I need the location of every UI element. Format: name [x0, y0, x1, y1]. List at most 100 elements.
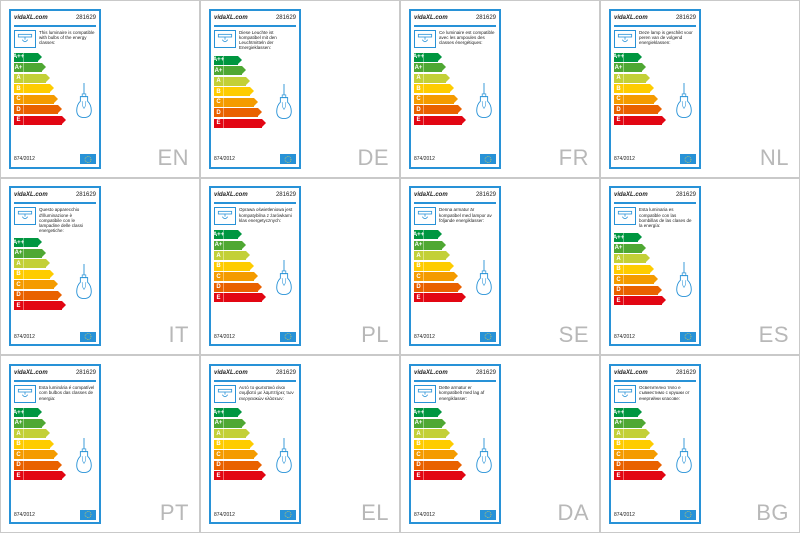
energy-bar: A	[414, 251, 470, 260]
bulb-zone	[272, 408, 296, 508]
brand-text: vidaXL.com	[14, 15, 48, 21]
energy-bar: E	[14, 116, 70, 125]
grid-cell: vidaXL.com 281629 Esta luminária é compatí…	[0, 355, 200, 533]
eu-flag-icon	[80, 510, 96, 520]
bulb-icon	[273, 260, 295, 300]
energy-bar: D	[414, 461, 470, 470]
energy-label-card: vidaXL.com281629Αυτό το φωτιστικό είναι …	[209, 364, 301, 524]
energy-bar: A++	[414, 230, 470, 239]
energy-bar: A+	[614, 244, 670, 253]
energy-bar: D	[14, 105, 70, 114]
energy-bar: B	[214, 262, 270, 271]
grid-cell: vidaXL.com281629Deze lamp is geschikt vo…	[600, 0, 800, 178]
energy-bar: E	[614, 471, 670, 480]
footer-row: 874/2012	[211, 508, 299, 522]
eu-flag-icon	[80, 332, 96, 342]
energy-bar: A++	[214, 230, 270, 239]
energy-bar: E	[614, 116, 670, 125]
compat-text: Ce luminaire est compatible avec les amp…	[439, 30, 496, 46]
eu-flag-icon	[280, 510, 296, 520]
brand-row: vidaXL.com281629	[211, 188, 299, 200]
brand-row: vidaXL.com 281629	[11, 366, 99, 378]
footer-row: 874/2012	[611, 153, 699, 167]
lamp-icon	[17, 388, 33, 400]
language-code: PL	[361, 322, 389, 348]
energy-bar: C	[614, 275, 670, 284]
product-number: 281629	[76, 370, 96, 376]
info-row: Dette armatur er kompatibelt med lag af …	[411, 382, 499, 406]
energy-bar: C	[414, 450, 470, 459]
lamp-icon-box	[614, 207, 636, 225]
energy-bar: E	[214, 471, 270, 480]
energy-label-card: vidaXL.com281629Oprawa oświetleniowa jes…	[209, 186, 301, 346]
energy-zone: A++A+ABCDE	[211, 54, 299, 153]
energy-bar: E	[214, 293, 270, 302]
eu-flag-icon	[680, 154, 696, 164]
energy-label-card: vidaXL.com281629Denna armatur är kompati…	[409, 186, 501, 346]
brand-text: vidaXL.com	[214, 15, 248, 21]
energy-bar: A+	[614, 63, 670, 72]
energy-label-card: vidaXL.com281629Deze lamp is geschikt vo…	[609, 9, 701, 169]
energy-zone: A++A+ABCDE	[11, 236, 99, 330]
compat-text: Esta luminária é compatível com bulbos d…	[39, 385, 96, 401]
compat-text: Deze lamp is geschikt voor peren van de …	[639, 30, 696, 46]
brand-text: vidaXL.com	[214, 370, 248, 376]
footer-row: 874/2012	[11, 330, 99, 344]
regulation-text: 874/2012	[614, 156, 635, 162]
energy-bar: A	[14, 429, 70, 438]
energy-bar: D	[214, 108, 270, 117]
eu-flag-icon	[680, 332, 696, 342]
language-code: DE	[357, 145, 389, 171]
brand-row: vidaXL.com281629	[211, 11, 299, 23]
bulb-zone	[672, 408, 696, 508]
bulb-icon	[73, 438, 95, 478]
bulb-icon	[673, 438, 695, 478]
grid-cell: vidaXL.com281629Oprawa oświetleniowa jes…	[200, 178, 400, 356]
brand-text: vidaXL.com	[14, 370, 48, 376]
product-number: 281629	[76, 15, 96, 21]
energy-bar: A	[214, 77, 270, 86]
energy-zone: A++A+ABCDE	[411, 51, 499, 153]
energy-bar: B	[14, 440, 70, 449]
bulb-zone	[272, 230, 296, 330]
energy-bar: B	[414, 440, 470, 449]
bulb-zone	[472, 53, 496, 153]
energy-bar: E	[14, 471, 70, 480]
energy-zone: A++A+ABCDE	[411, 406, 499, 508]
regulation-text: 874/2012	[214, 156, 235, 162]
energy-bar: D	[214, 283, 270, 292]
footer-row: 874/2012	[411, 508, 499, 522]
energy-bar: C	[414, 272, 470, 281]
info-row: Осветително тяло е съвместимо с крушки о…	[611, 382, 699, 406]
brand-text: vidaXL.com	[214, 192, 248, 198]
energy-bar: A++	[214, 56, 270, 65]
product-number: 281629	[676, 192, 696, 198]
energy-bars: A++A+ABCDE	[214, 56, 270, 153]
energy-label-card: vidaXL.com281629This luminaire is compat…	[9, 9, 101, 169]
lamp-icon	[17, 33, 33, 45]
language-code: SE	[559, 322, 589, 348]
language-code: FR	[559, 145, 589, 171]
energy-bar: A++	[14, 238, 70, 247]
eu-flag-icon	[480, 332, 496, 342]
energy-bar: C	[214, 272, 270, 281]
energy-bar: A++	[14, 408, 70, 417]
energy-bar: A	[214, 251, 270, 260]
energy-bar: D	[14, 461, 70, 470]
compat-text: Denna armatur är kompatibel med lampor a…	[439, 207, 496, 223]
language-code: EN	[157, 145, 189, 171]
energy-bar: B	[214, 440, 270, 449]
brand-text: vidaXL.com	[14, 192, 48, 198]
info-row: Esta luminaria es compatible con las bom…	[611, 204, 699, 231]
regulation-text: 874/2012	[14, 156, 35, 162]
grid-cell: vidaXL.com281629Αυτό το φωτιστικό είναι …	[200, 355, 400, 533]
energy-bar: A++	[614, 233, 670, 242]
energy-bars: A++A+ABCDE	[14, 238, 70, 330]
energy-bar: A+	[214, 241, 270, 250]
product-number: 281629	[676, 15, 696, 21]
brand-text: vidaXL.com	[614, 192, 648, 198]
language-code: DA	[557, 500, 589, 526]
energy-zone: A++A+ABCDE	[11, 406, 99, 508]
energy-bar: A+	[14, 63, 70, 72]
eu-flag-icon	[280, 154, 296, 164]
